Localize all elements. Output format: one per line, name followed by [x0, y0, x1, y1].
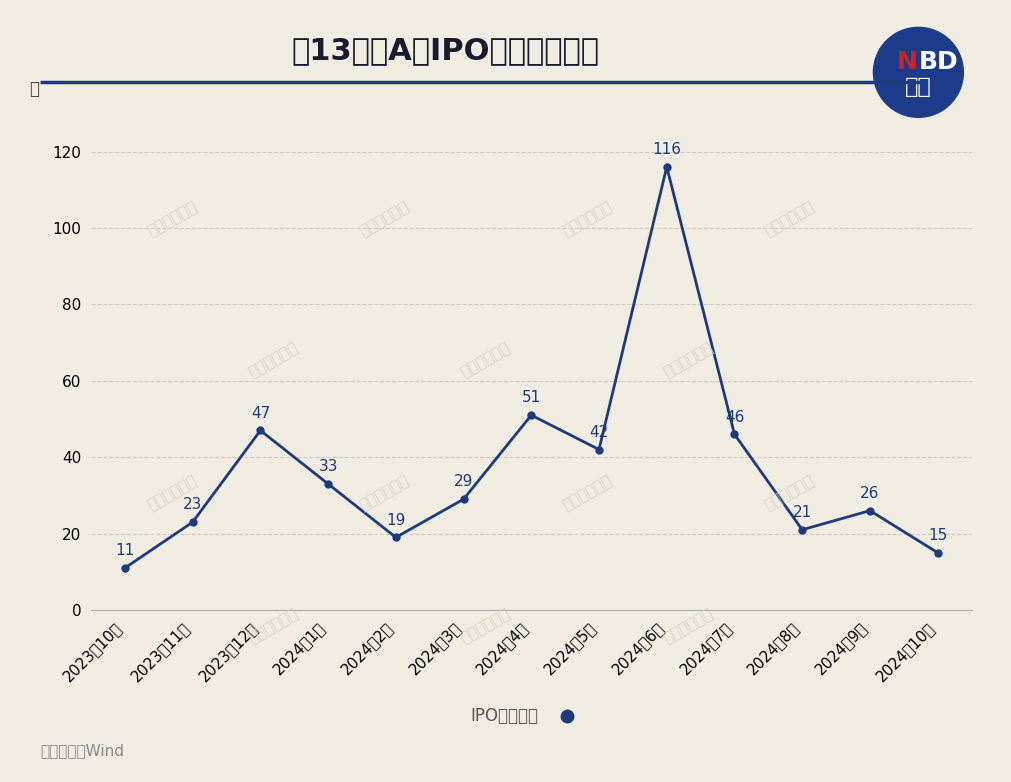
- Text: 21: 21: [792, 505, 811, 520]
- Text: 26: 26: [859, 486, 879, 501]
- Text: 42: 42: [588, 425, 608, 439]
- Text: 51: 51: [521, 390, 541, 405]
- Text: N: N: [896, 49, 917, 74]
- Text: 19: 19: [386, 513, 405, 528]
- Text: 每日经济新闻: 每日经济新闻: [145, 199, 199, 239]
- Text: 近13个月A股IPO申报终止数量: 近13个月A股IPO申报终止数量: [291, 36, 599, 66]
- Text: 每日经济新闻: 每日经济新闻: [660, 605, 715, 646]
- Text: 23: 23: [183, 497, 202, 512]
- Text: 每日经济新闻: 每日经济新闻: [246, 605, 300, 646]
- Text: 47: 47: [251, 406, 270, 421]
- Text: 11: 11: [115, 543, 134, 558]
- Text: BD: BD: [918, 49, 957, 74]
- Text: 每日经济新闻: 每日经济新闻: [660, 339, 715, 380]
- Text: 每日经济新闻: 每日经济新闻: [246, 339, 300, 380]
- Text: 15: 15: [927, 528, 946, 543]
- Text: 每日经济新闻: 每日经济新闻: [761, 472, 816, 513]
- Text: 每日经济新闻: 每日经济新闻: [145, 472, 199, 513]
- Text: 每日经济新闻: 每日经济新闻: [458, 339, 513, 380]
- Text: 每日经济新闻: 每日经济新闻: [559, 199, 614, 239]
- Text: 数据: 数据: [904, 77, 931, 97]
- Text: 每日经济新闻: 每日经济新闻: [357, 472, 411, 513]
- Text: 家: 家: [29, 81, 39, 99]
- Text: 29: 29: [454, 475, 473, 490]
- Text: 每日经济新闻: 每日经济新闻: [458, 605, 513, 646]
- Text: 116: 116: [652, 142, 680, 157]
- Text: 33: 33: [318, 459, 338, 474]
- Text: IPO终止数量: IPO终止数量: [470, 706, 538, 725]
- Text: 每日经济新闻: 每日经济新闻: [559, 472, 614, 513]
- Text: 每日经济新闻: 每日经济新闻: [761, 199, 816, 239]
- Text: 数据来源｜Wind: 数据来源｜Wind: [40, 744, 124, 759]
- Text: 46: 46: [724, 410, 743, 425]
- Circle shape: [872, 27, 962, 117]
- Text: 每日经济新闻: 每日经济新闻: [357, 199, 411, 239]
